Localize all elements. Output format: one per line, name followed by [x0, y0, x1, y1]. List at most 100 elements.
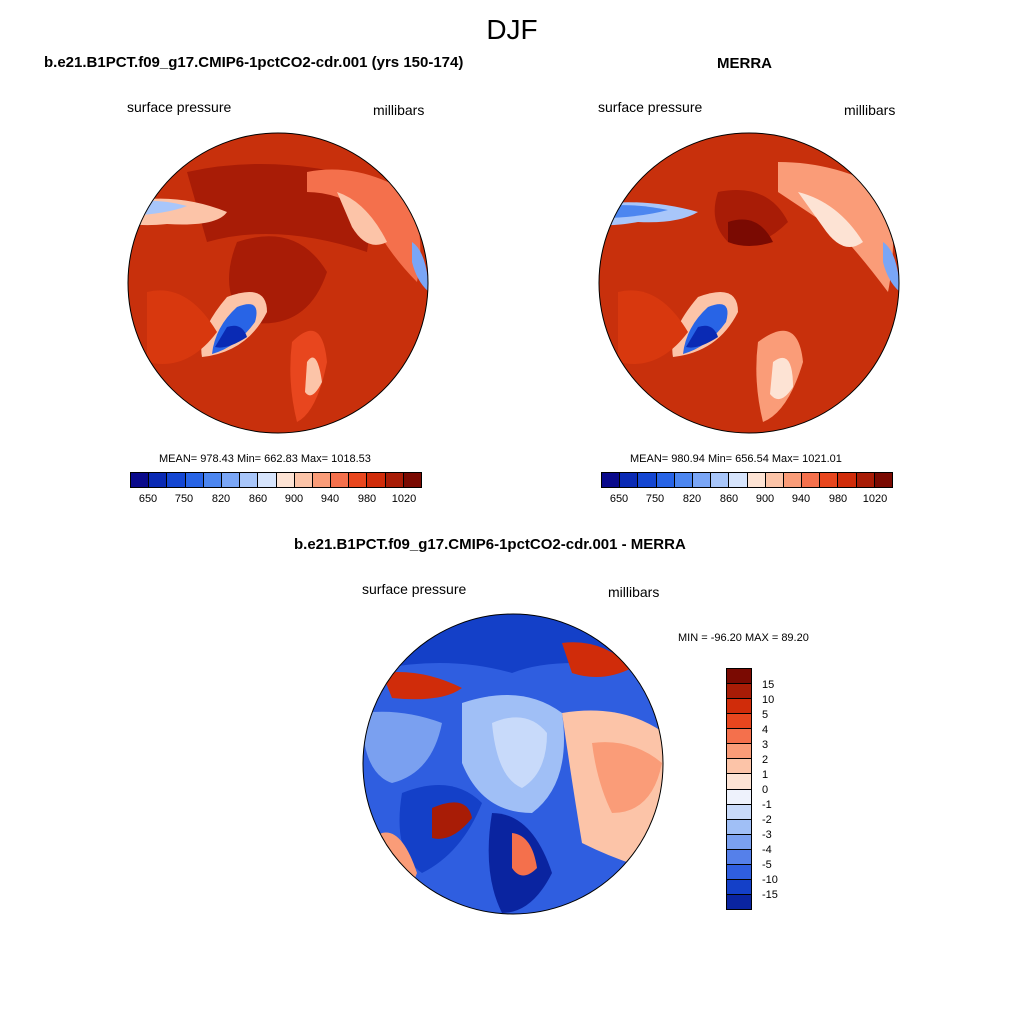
panel-3-polar-map	[362, 613, 664, 915]
colorbar-1	[130, 472, 422, 488]
colorbar-swatch	[620, 473, 639, 487]
colorbar-3-tick: 2	[762, 754, 769, 766]
panel-1-stats: MEAN= 978.43 Min= 662.83 Max= 1018.53	[159, 453, 371, 465]
colorbar-swatch	[727, 894, 751, 909]
colorbar-swatch	[727, 819, 751, 835]
colorbar-1-tick: 820	[211, 493, 231, 505]
figure-title: DJF	[486, 14, 538, 45]
colorbar-2-ticks: 650 750 820 860 900 940 980 1020	[601, 493, 893, 509]
colorbar-swatch	[656, 473, 675, 487]
colorbar-3-tick: 0	[762, 784, 769, 796]
colorbar-swatch	[727, 684, 751, 700]
colorbar-swatch	[185, 473, 204, 487]
colorbar-3-tick: -2	[762, 814, 772, 826]
colorbar-3-tick: 3	[762, 739, 769, 751]
colorbar-swatch	[856, 473, 875, 487]
panel-2-variable-label: surface pressure	[598, 99, 703, 115]
colorbar-1-tick: 940	[320, 493, 340, 505]
colorbar-swatch	[711, 473, 730, 487]
panel-3-units-label: millibars	[608, 584, 660, 600]
colorbar-2-tick: 650	[609, 493, 629, 505]
colorbar-swatch	[727, 759, 751, 775]
colorbar-swatch	[131, 473, 150, 487]
colorbar-2-tick: 1020	[862, 493, 888, 505]
colorbar-swatch	[727, 714, 751, 730]
panel-1-polar-map	[127, 132, 429, 434]
colorbar-swatch	[349, 473, 368, 487]
colorbar-3-tick: -4	[762, 844, 772, 856]
colorbar-3-tick: 1	[762, 769, 769, 781]
colorbar-swatch	[674, 473, 693, 487]
colorbar-swatch	[783, 473, 803, 487]
colorbar-swatch	[149, 473, 168, 487]
colorbar-swatch	[258, 473, 277, 487]
panel-1-title: b.e21.B1PCT.f09_g17.CMIP6-1pctCO2-cdr.00…	[44, 54, 464, 71]
colorbar-swatch	[331, 473, 350, 487]
colorbar-2	[601, 472, 893, 488]
panel-3-variable-label: surface pressure	[362, 581, 467, 597]
colorbar-2-tick: 900	[755, 493, 775, 505]
colorbar-swatch	[727, 699, 751, 715]
colorbar-swatch	[692, 473, 712, 487]
colorbar-1-ticks: 650 750 820 860 900 940 980 1020	[130, 493, 422, 509]
panel-2-units-label: millibars	[844, 102, 896, 118]
colorbar-swatch	[221, 473, 241, 487]
colorbar-3-tick: 15	[762, 679, 775, 691]
colorbar-3-tick: 5	[762, 709, 769, 721]
colorbar-swatch	[727, 744, 751, 760]
colorbar-2-tick: 820	[682, 493, 702, 505]
colorbar-1-tick: 650	[138, 493, 158, 505]
colorbar-1-tick: 860	[248, 493, 268, 505]
colorbar-swatch	[727, 879, 751, 895]
colorbar-2-tick: 860	[719, 493, 739, 505]
panel-2-stats: MEAN= 980.94 Min= 656.54 Max= 1021.01	[630, 453, 842, 465]
panel-3-title: b.e21.B1PCT.f09_g17.CMIP6-1pctCO2-cdr.00…	[294, 536, 686, 553]
panel-2-polar-map	[598, 132, 900, 434]
colorbar-3-tick: 10	[762, 694, 775, 706]
colorbar-1-tick: 750	[174, 493, 194, 505]
colorbar-swatch	[240, 473, 259, 487]
colorbar-swatch	[838, 473, 857, 487]
colorbar-swatch	[874, 473, 892, 487]
panel-3-stats: MIN = -96.20 MAX = 89.20	[678, 632, 809, 644]
panel-2-title: MERRA	[717, 55, 772, 72]
colorbar-2-tick: 980	[828, 493, 848, 505]
colorbar-swatch	[729, 473, 748, 487]
colorbar-swatch	[820, 473, 839, 487]
colorbar-3-tick: 4	[762, 724, 769, 736]
colorbar-3-tick: -1	[762, 799, 772, 811]
colorbar-swatch	[276, 473, 295, 487]
colorbar-3-ticks: 15 10 5 4 3 2 1 0 -1 -2 -3 -4 -5 -10 -15	[762, 668, 802, 910]
colorbar-swatch	[727, 834, 751, 850]
colorbar-swatch	[727, 774, 751, 790]
colorbar-2-tick: 750	[645, 493, 665, 505]
colorbar-swatch	[294, 473, 313, 487]
colorbar-swatch	[727, 729, 751, 745]
colorbar-swatch	[203, 473, 222, 487]
colorbar-swatch	[747, 473, 766, 487]
colorbar-swatch	[765, 473, 784, 487]
colorbar-swatch	[727, 669, 751, 685]
colorbar-swatch	[727, 864, 751, 880]
colorbar-3-tick: -5	[762, 859, 772, 871]
colorbar-swatch	[802, 473, 821, 487]
colorbar-2-tick: 940	[791, 493, 811, 505]
colorbar-1-tick: 980	[357, 493, 377, 505]
colorbar-1-tick: 1020	[391, 493, 417, 505]
colorbar-3	[726, 668, 752, 910]
colorbar-swatch	[367, 473, 386, 487]
panel-1-units-label: millibars	[373, 102, 425, 118]
colorbar-3-tick: -10	[762, 874, 778, 886]
colorbar-swatch	[167, 473, 186, 487]
colorbar-3-tick: -15	[762, 889, 778, 901]
colorbar-swatch	[385, 473, 404, 487]
colorbar-swatch	[727, 804, 751, 820]
colorbar-swatch	[602, 473, 621, 487]
colorbar-swatch	[638, 473, 657, 487]
colorbar-3-tick: -3	[762, 829, 772, 841]
panel-1-variable-label: surface pressure	[127, 99, 232, 115]
colorbar-swatch	[727, 849, 751, 865]
colorbar-swatch	[312, 473, 332, 487]
colorbar-swatch	[727, 789, 751, 805]
colorbar-1-tick: 900	[284, 493, 304, 505]
